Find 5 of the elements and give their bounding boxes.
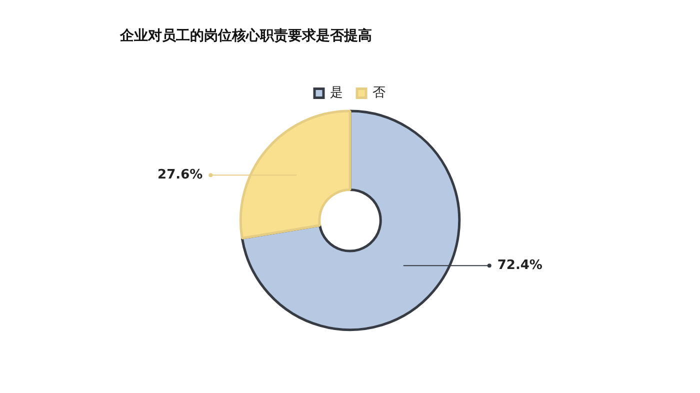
data-label: 72.4% [497,258,542,274]
legend-label: 否 [372,86,386,101]
legend-label: 是 [330,86,343,101]
chart-title: 企业对员工的岗位核心职责要求是否提高 [119,27,372,44]
data-label: 27.6% [158,167,203,182]
